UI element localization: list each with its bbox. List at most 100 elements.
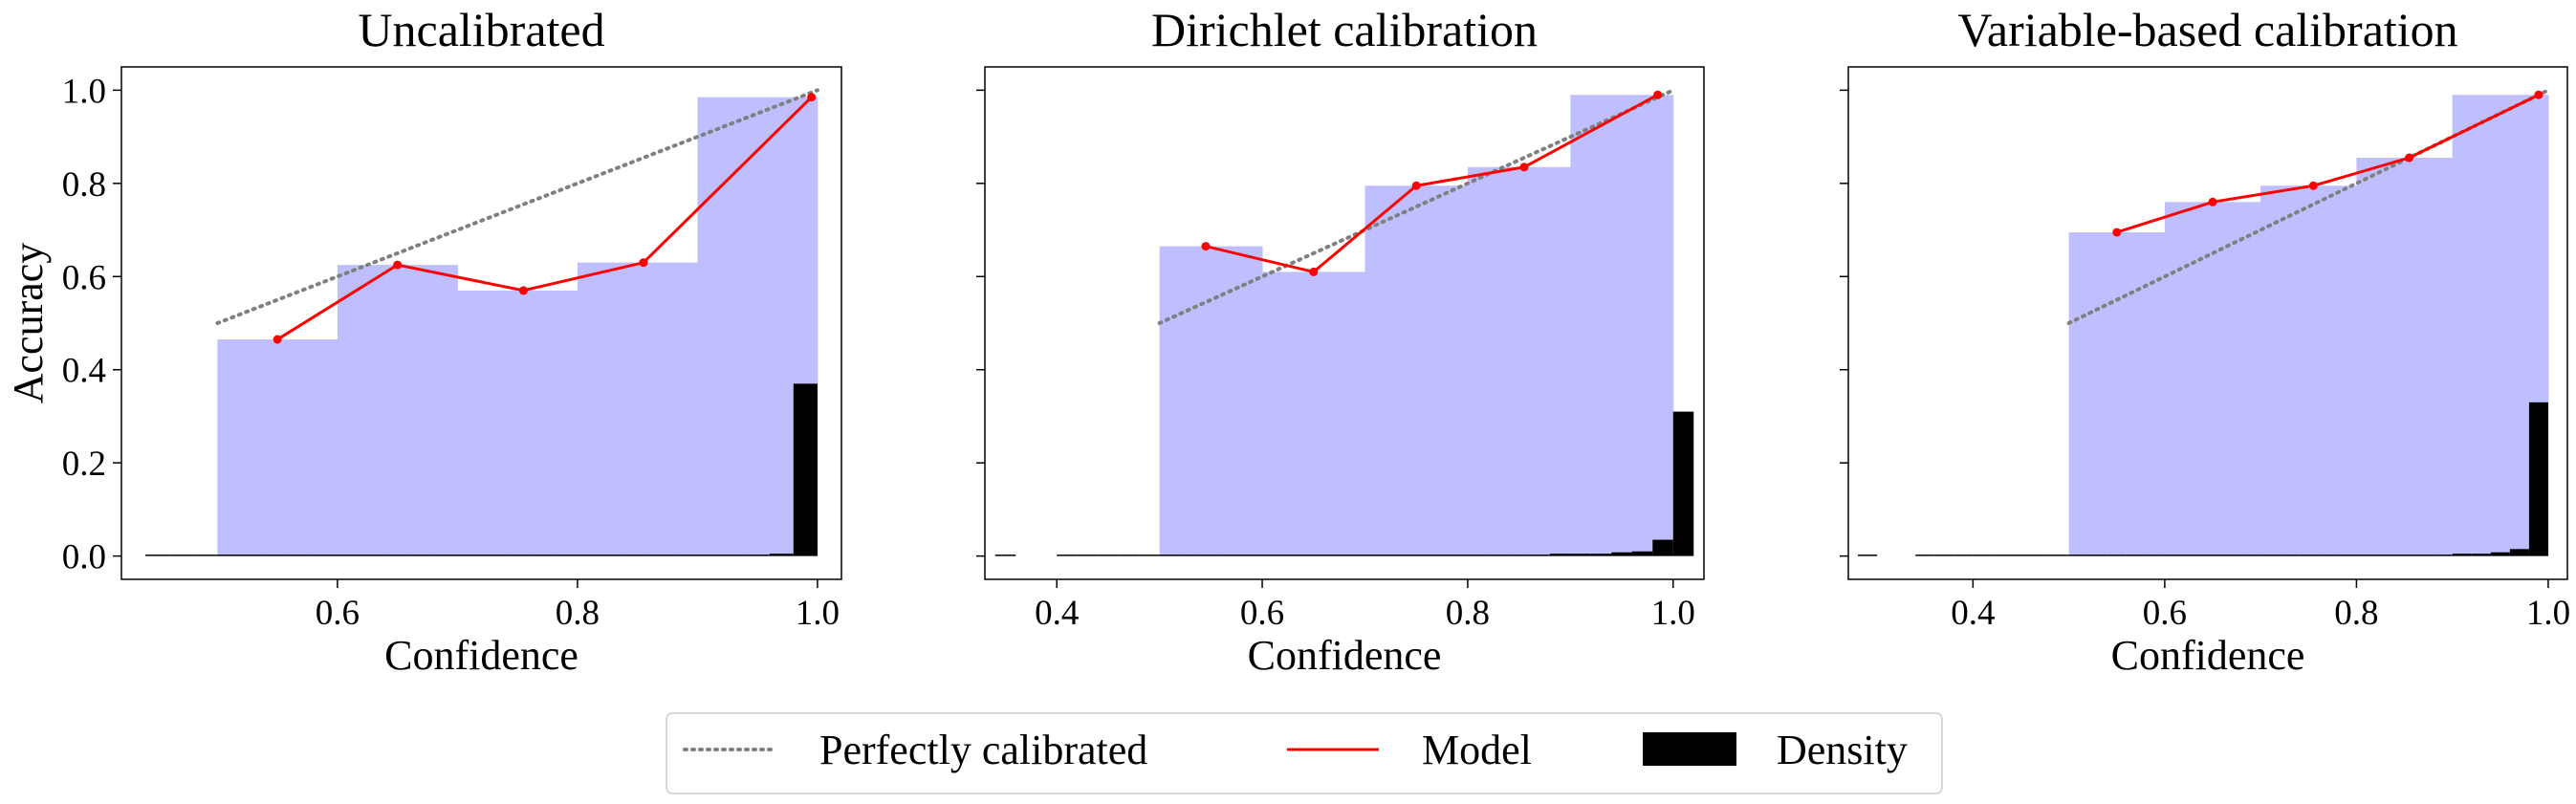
density-bar bbox=[1973, 554, 1993, 556]
model-point bbox=[2534, 90, 2543, 99]
model-point bbox=[1411, 181, 1421, 190]
x-tick-label: 0.8 bbox=[2334, 594, 2378, 633]
x-tick-label: 1.0 bbox=[2526, 594, 2570, 633]
accuracy-bar bbox=[2164, 202, 2261, 556]
density-bar bbox=[1611, 552, 1632, 556]
y-tick-label: 0.0 bbox=[62, 538, 106, 577]
accuracy-bar bbox=[1467, 166, 1571, 556]
density-bar bbox=[1992, 554, 2012, 556]
density-bar bbox=[1262, 554, 1283, 556]
density-bar bbox=[433, 554, 458, 556]
x-axis-label: Confidence bbox=[2111, 632, 2305, 679]
model-point bbox=[1201, 242, 1211, 251]
density-bar bbox=[1323, 554, 1344, 556]
density-bar bbox=[2413, 554, 2434, 556]
panels-group: 0.6 0.8 1.0 0.0 0.2 0.4 0.6 0.8 1.0 Uncalibrated C… bbox=[5, 3, 2570, 679]
panel-title: Dirichlet calibration bbox=[1151, 3, 1538, 56]
density-bar bbox=[2011, 554, 2031, 556]
model-point bbox=[1309, 267, 1319, 276]
density-bar bbox=[2202, 554, 2223, 556]
density-bar bbox=[1303, 554, 1324, 556]
density-bar bbox=[1406, 554, 1427, 556]
density-bar bbox=[1508, 554, 1530, 556]
density-bar bbox=[1652, 539, 1673, 556]
density-bar bbox=[1447, 554, 1468, 556]
density-bar bbox=[2068, 554, 2088, 556]
density-bar bbox=[1344, 554, 1365, 556]
density-bar bbox=[2528, 402, 2548, 556]
density-bar bbox=[1426, 554, 1448, 556]
y-tick-label: 0.4 bbox=[62, 352, 106, 391]
density-bar bbox=[337, 554, 361, 556]
density-bar bbox=[793, 383, 818, 556]
density-bar bbox=[2337, 554, 2357, 556]
model-point bbox=[1519, 163, 1529, 172]
density-bar bbox=[1529, 554, 1550, 556]
density-bar bbox=[1631, 551, 1653, 556]
density-bar bbox=[2183, 554, 2203, 556]
density-bar bbox=[193, 554, 218, 556]
density-bar bbox=[361, 554, 386, 556]
density-bar bbox=[1139, 554, 1160, 556]
x-tick-label: 0.8 bbox=[556, 594, 600, 633]
accuracy-bar bbox=[2356, 158, 2454, 556]
chart-panel-3: 0.4 0.6 0.8 1.0 Variable-based calibration Co… bbox=[1840, 3, 2570, 679]
x-tick-label: 0.6 bbox=[2143, 594, 2187, 633]
density-bar bbox=[1549, 554, 1571, 556]
accuracy-bar bbox=[457, 290, 579, 556]
density-bar bbox=[1570, 554, 1591, 556]
density-bar bbox=[1954, 554, 1974, 556]
density-bar bbox=[994, 554, 1016, 556]
density-bar bbox=[2087, 554, 2107, 556]
density-bar bbox=[1934, 554, 1954, 556]
x-axis-label: Confidence bbox=[384, 632, 579, 679]
density-bar bbox=[601, 554, 626, 556]
density-bar bbox=[217, 554, 242, 556]
density-bar bbox=[625, 554, 650, 556]
density-bar bbox=[1672, 411, 1694, 556]
perfectly-calibrated-line bbox=[1157, 88, 1675, 325]
density-bar bbox=[2509, 549, 2529, 556]
x-tick-label: 1.0 bbox=[1651, 594, 1695, 633]
density-bar bbox=[2164, 554, 2184, 556]
x-tick-label: 0.4 bbox=[1951, 594, 1995, 633]
accuracy-bar bbox=[1262, 272, 1365, 556]
chart-panel-1: 0.6 0.8 1.0 0.0 0.2 0.4 0.6 0.8 1.0 Uncalibrated C… bbox=[5, 3, 842, 679]
density-bar bbox=[745, 554, 770, 556]
density-bar bbox=[769, 554, 794, 556]
density-bar bbox=[2241, 554, 2261, 556]
legend-density-swatch bbox=[1643, 732, 1736, 766]
density-bar bbox=[2452, 554, 2472, 556]
model-point bbox=[2208, 197, 2217, 206]
density-bar bbox=[1241, 554, 1263, 556]
density-bar bbox=[2030, 554, 2050, 556]
density-bar bbox=[721, 554, 746, 556]
density-bar bbox=[145, 554, 170, 556]
y-tick-label: 0.6 bbox=[62, 258, 106, 297]
accuracy-bar bbox=[2260, 185, 2357, 556]
density-bar bbox=[673, 554, 698, 556]
accuracy-bar bbox=[2068, 231, 2166, 556]
panel-title: Uncalibrated bbox=[358, 3, 604, 56]
density-bar bbox=[2222, 554, 2242, 556]
density-bar bbox=[2126, 554, 2146, 556]
accuracy-bar bbox=[1364, 185, 1469, 556]
x-tick-label: 1.0 bbox=[796, 594, 840, 633]
model-point bbox=[2112, 228, 2122, 237]
accuracy-bar bbox=[337, 265, 458, 556]
density-bar bbox=[2433, 554, 2453, 556]
density-bar bbox=[1180, 554, 1201, 556]
density-bar bbox=[1098, 554, 1119, 556]
density-bar bbox=[505, 554, 530, 556]
model-point bbox=[807, 93, 817, 102]
density-bar bbox=[1200, 554, 1222, 556]
density-bar bbox=[1159, 554, 1181, 556]
density-bar bbox=[313, 554, 338, 556]
density-bar bbox=[385, 554, 410, 556]
model-point bbox=[273, 335, 282, 344]
density-bar bbox=[553, 554, 578, 556]
density-bar bbox=[2107, 554, 2127, 556]
density-bar bbox=[1364, 554, 1386, 556]
density-bar bbox=[265, 554, 290, 556]
panel-title: Variable-based calibration bbox=[1957, 3, 2457, 56]
